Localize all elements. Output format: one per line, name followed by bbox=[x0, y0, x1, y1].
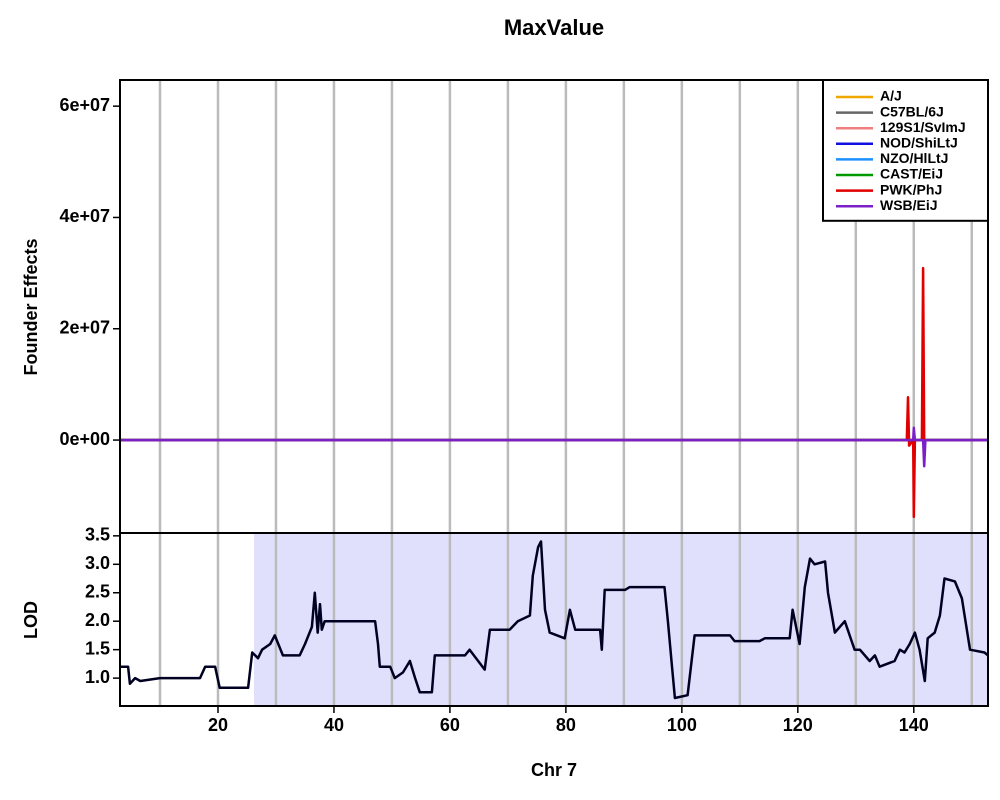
y-axis-label: LOD bbox=[21, 601, 41, 639]
x-tick-label: 80 bbox=[556, 715, 576, 735]
shaded-region bbox=[253, 533, 988, 706]
legend-label: A/J bbox=[880, 88, 902, 104]
y-tick-label: 0e+00 bbox=[59, 429, 110, 449]
legend-label: 129S1/SvImJ bbox=[880, 119, 966, 135]
data-line bbox=[120, 540, 989, 700]
y-tick-label: 2e+07 bbox=[59, 318, 110, 338]
y-tick-label: 1.0 bbox=[85, 667, 110, 687]
legend-label: C57BL/6J bbox=[880, 103, 944, 119]
y-tick-label: 2.0 bbox=[85, 610, 110, 630]
chart-title: MaxValue bbox=[504, 15, 604, 40]
legend-box bbox=[822, 79, 989, 222]
x-tick-label: 120 bbox=[783, 715, 813, 735]
y-tick-label: 4e+07 bbox=[59, 206, 110, 226]
x-tick-label: 60 bbox=[440, 715, 460, 735]
legend-label: NOD/ShiLtJ bbox=[880, 135, 958, 151]
y-tick-label: 6e+07 bbox=[59, 95, 110, 115]
data-line bbox=[120, 426, 988, 468]
legend-label: PWK/PhJ bbox=[880, 181, 942, 197]
y-tick-label: 3.0 bbox=[85, 553, 110, 573]
x-tick-label: 40 bbox=[324, 715, 344, 735]
legend-label: NZO/HlLtJ bbox=[880, 150, 948, 166]
y-axis-label: Founder Effects bbox=[21, 238, 41, 375]
y-tick-label: 2.5 bbox=[85, 582, 110, 602]
legend-label: CAST/EiJ bbox=[880, 166, 943, 182]
x-tick-label: 100 bbox=[667, 715, 697, 735]
data-line bbox=[120, 266, 988, 519]
legend-label: WSB/EiJ bbox=[880, 197, 938, 213]
x-axis-label: Chr 7 bbox=[531, 760, 577, 780]
plot-frame bbox=[119, 532, 989, 707]
x-tick-label: 20 bbox=[208, 715, 228, 735]
x-tick-label: 140 bbox=[899, 715, 929, 735]
y-tick-label: 1.5 bbox=[85, 638, 110, 658]
y-tick-label: 3.5 bbox=[85, 525, 110, 545]
